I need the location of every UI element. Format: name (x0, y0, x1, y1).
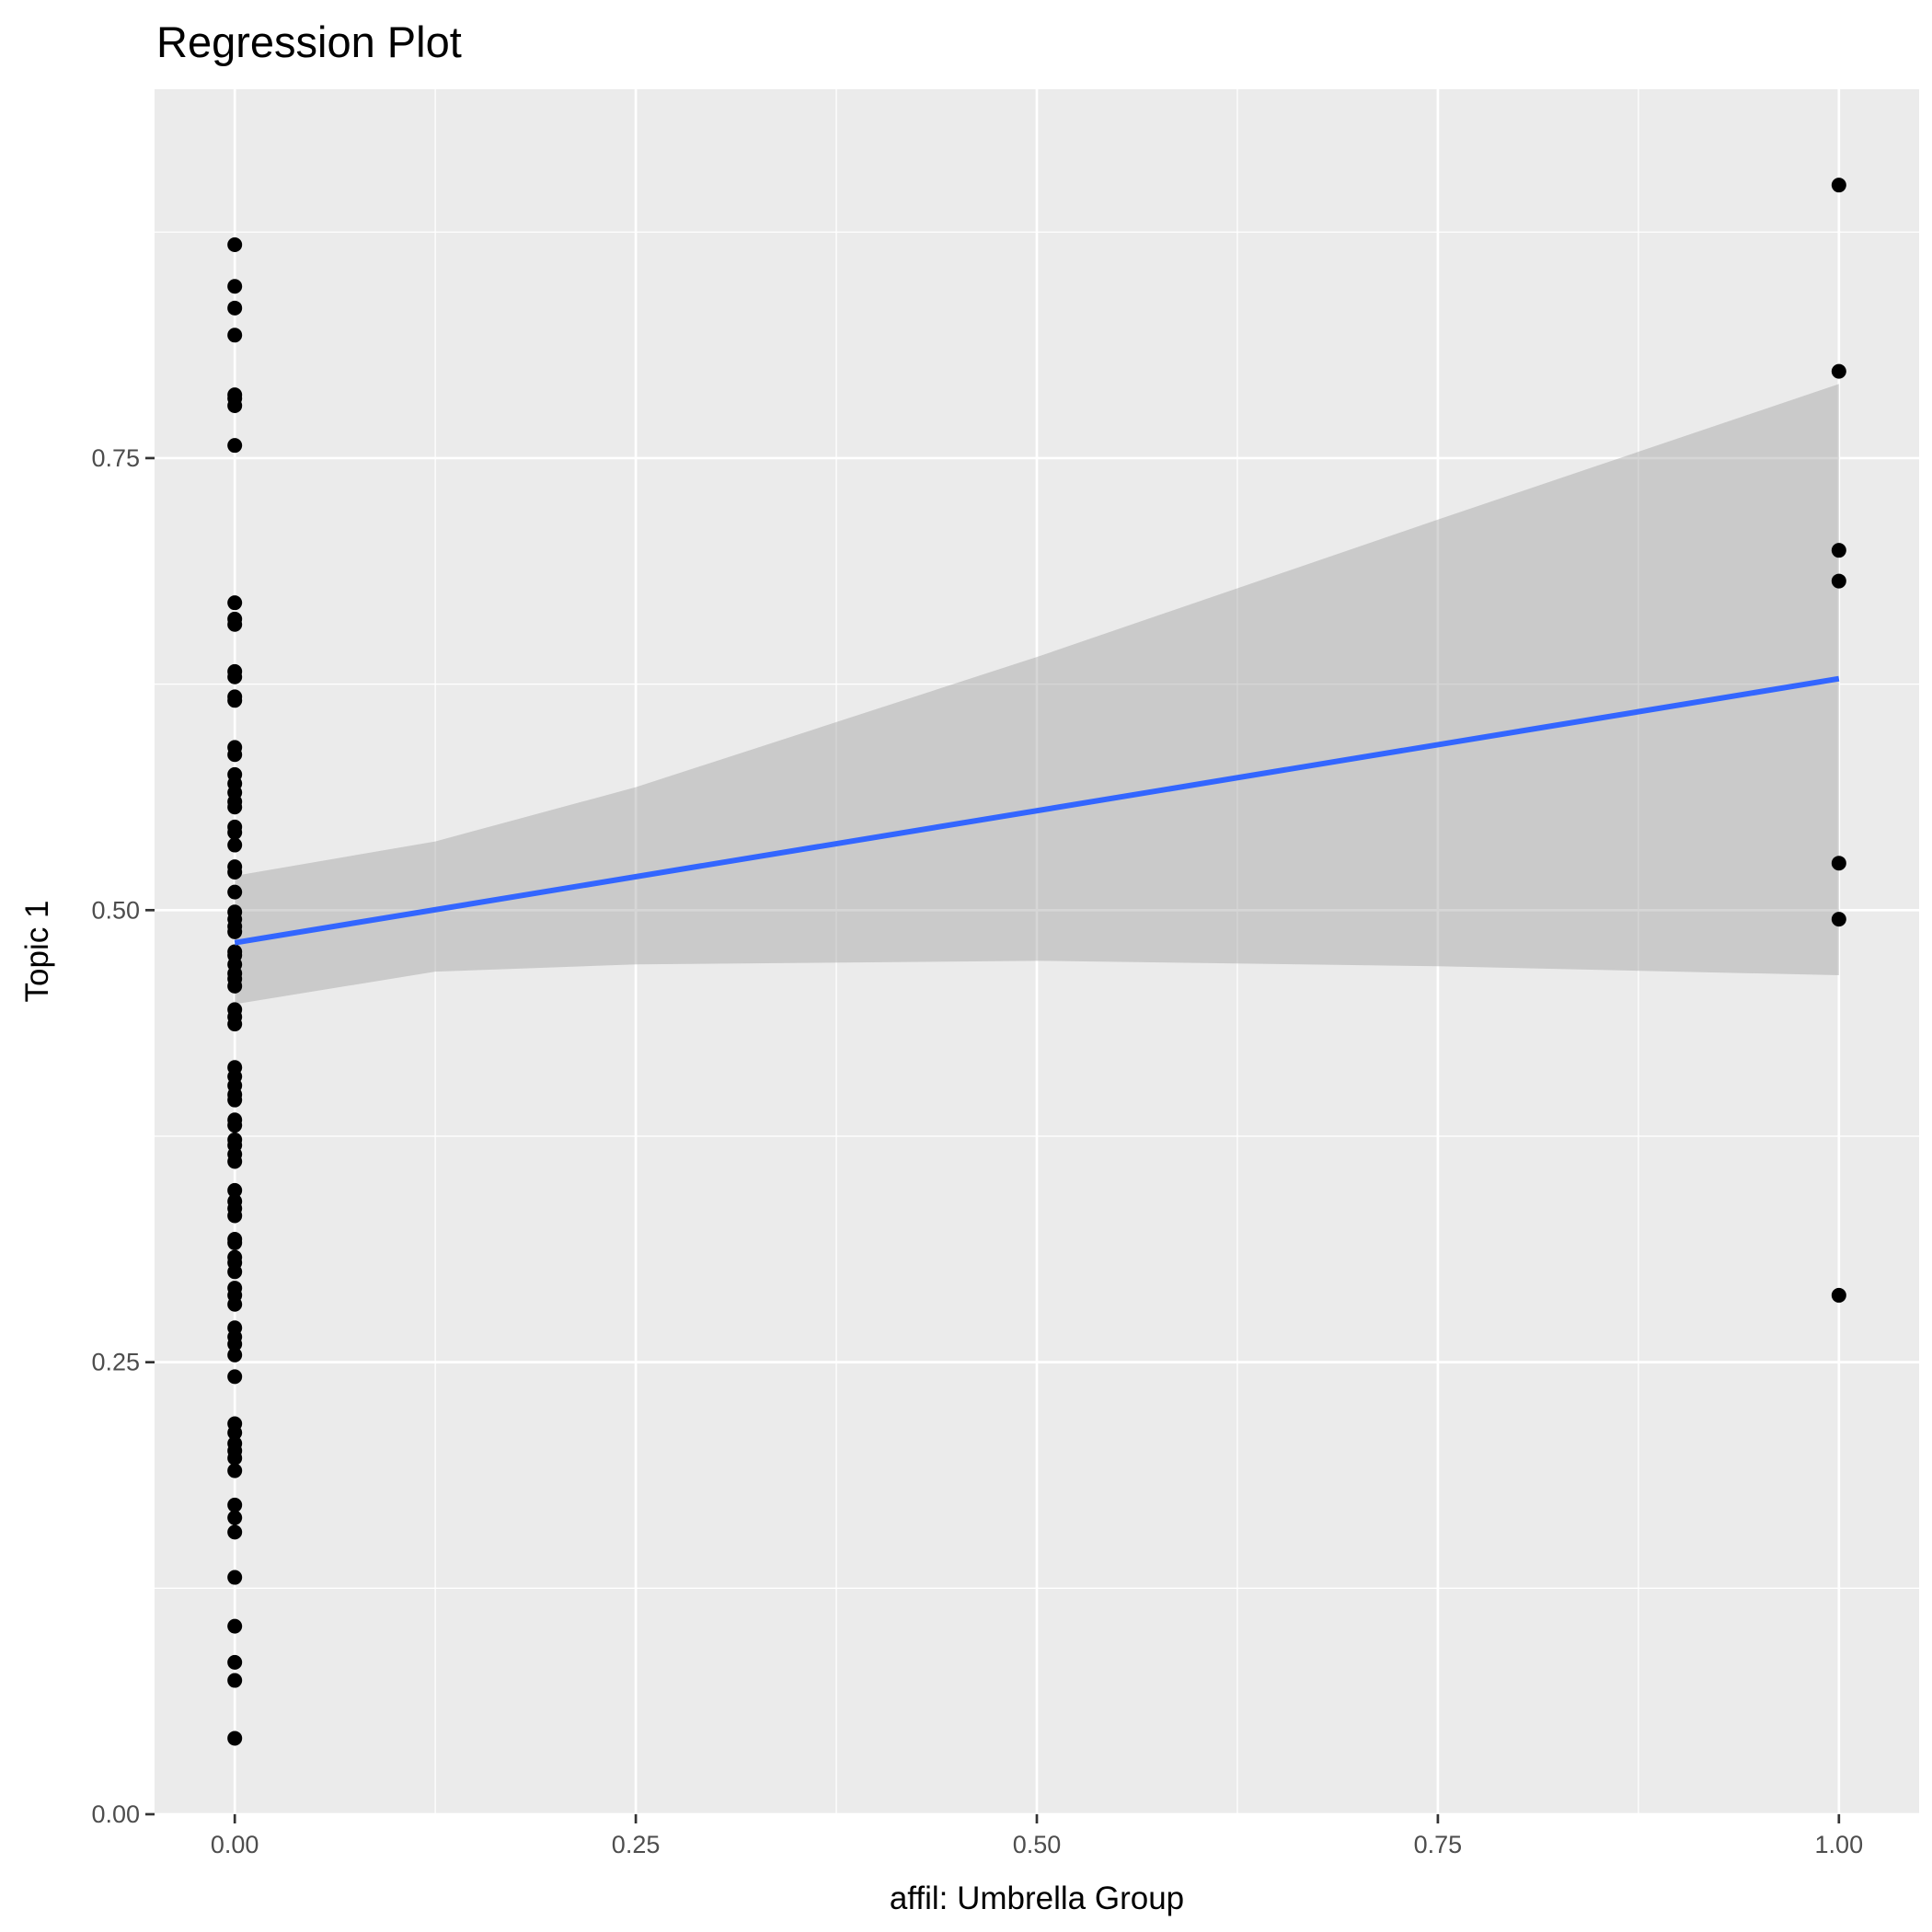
confidence-band-group (235, 384, 1839, 1005)
data-point (227, 1673, 243, 1688)
data-point (227, 799, 243, 815)
data-point (227, 1118, 243, 1133)
data-point (227, 1235, 243, 1250)
x-tick-label: 0.75 (1414, 1831, 1463, 1858)
axes: 0.00 0.25 0.50 0.75 1.00 0.00 0.25 0.50 0.75 (91, 444, 1863, 1858)
data-point (227, 837, 243, 853)
data-point (227, 1092, 243, 1108)
data-point (227, 1296, 243, 1312)
x-tick-label: 1.00 (1815, 1831, 1864, 1858)
data-point (227, 1017, 243, 1032)
y-axis-title: Topic 1 (19, 901, 55, 1003)
data-point (227, 438, 243, 454)
data-point (227, 237, 243, 253)
data-point (227, 1336, 243, 1351)
data-point (227, 865, 243, 880)
y-tick-label: 0.00 (91, 1800, 140, 1828)
data-point (227, 279, 243, 294)
data-point (227, 1510, 243, 1525)
x-tick-label: 0.25 (612, 1831, 661, 1858)
confidence-band (235, 384, 1839, 1005)
data-point (1831, 178, 1846, 193)
x-axis-title: affil: Umbrella Group (890, 1880, 1184, 1916)
data-point (227, 978, 243, 994)
data-point (227, 1497, 243, 1512)
data-point (227, 1618, 243, 1634)
data-point (227, 1731, 243, 1746)
data-point (227, 397, 243, 413)
regression-line-group (234, 675, 1840, 946)
chart-title: Regression Plot (156, 17, 462, 66)
data-point (227, 1264, 243, 1280)
y-tick-label: 0.50 (91, 896, 140, 924)
data-point (1831, 912, 1846, 927)
data-point (227, 300, 243, 316)
y-tick-label: 0.75 (91, 444, 140, 472)
data-point (227, 747, 243, 763)
data-point (1831, 1287, 1846, 1303)
data-point (227, 1570, 243, 1585)
data-points (227, 178, 1846, 1746)
data-point (1831, 363, 1846, 379)
data-point (227, 884, 243, 900)
x-tick-label: 0.50 (1013, 1831, 1062, 1858)
data-point (227, 693, 243, 708)
data-point (227, 1524, 243, 1540)
data-point (227, 1154, 243, 1169)
data-point (227, 595, 243, 611)
data-point (227, 1463, 243, 1478)
x-tick-label: 0.00 (211, 1831, 259, 1858)
data-point (227, 1425, 243, 1441)
data-point (227, 1347, 243, 1363)
data-point (1831, 543, 1846, 558)
data-point (227, 1369, 243, 1385)
data-point (227, 1654, 243, 1670)
data-point (227, 669, 243, 684)
data-point (227, 824, 243, 840)
y-tick-label: 0.25 (91, 1349, 140, 1376)
data-point (227, 1182, 243, 1198)
data-point (227, 1208, 243, 1224)
data-point (227, 328, 243, 343)
data-point (227, 924, 243, 939)
data-point (1831, 573, 1846, 589)
data-point (227, 616, 243, 632)
regression-line (234, 675, 1840, 946)
data-point (1831, 856, 1846, 871)
data-point (227, 1450, 243, 1466)
